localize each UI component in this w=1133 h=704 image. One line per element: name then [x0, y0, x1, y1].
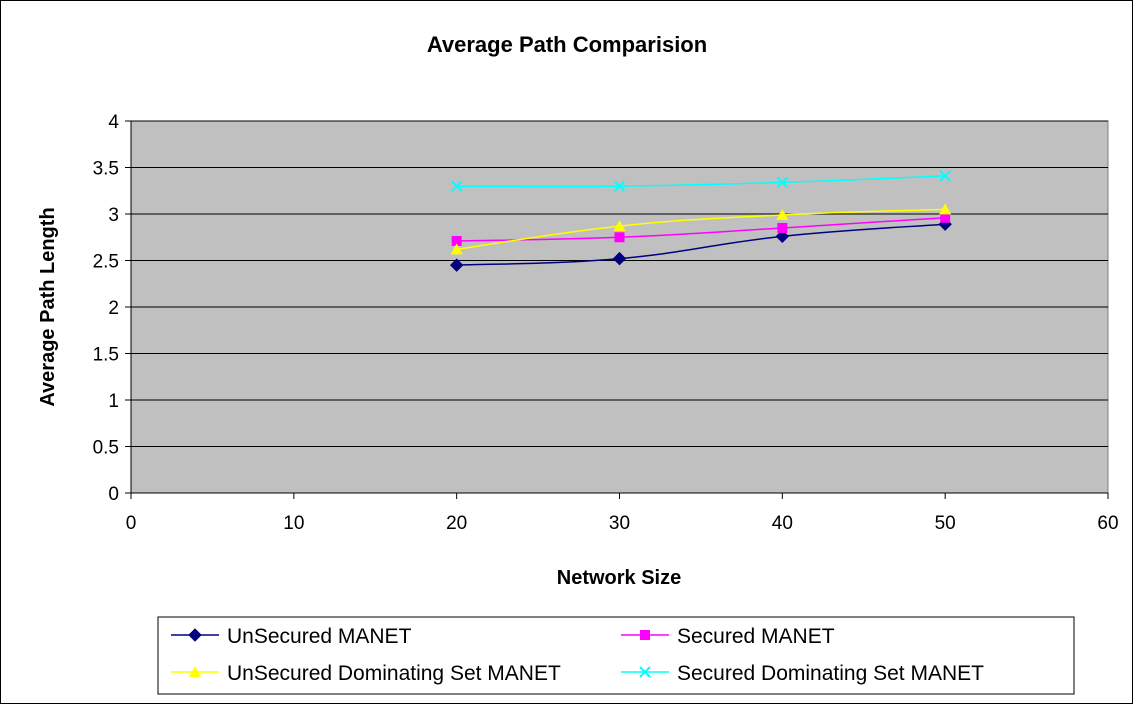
series-line: [456, 216, 946, 242]
data-point: [775, 229, 790, 244]
plot-area: [130, 120, 1109, 494]
y-tick-label: 2.5: [93, 252, 119, 273]
data-point: [776, 176, 789, 189]
legend-box: [157, 616, 1075, 695]
series-3: [450, 170, 951, 192]
data-point: [451, 235, 462, 246]
data-point: [939, 170, 951, 182]
y-tick-label: 3: [108, 205, 119, 226]
y-tick-label: 0.5: [93, 438, 119, 459]
y-tick-label: 2: [108, 298, 119, 319]
data-point: [449, 258, 464, 272]
x-tick-label: 60: [1097, 513, 1118, 534]
data-point: [613, 220, 626, 232]
data-point: [777, 222, 788, 233]
x-tick-label: 0: [126, 513, 137, 534]
x-tick-label: 10: [283, 513, 304, 534]
x-tick-label: 40: [772, 513, 793, 534]
y-tick-label: 4: [108, 112, 119, 133]
series-layer: [449, 170, 952, 272]
data-point: [776, 208, 789, 220]
series-line: [456, 208, 946, 251]
data-point: [614, 232, 625, 243]
legend-label: UnSecured MANET: [227, 625, 412, 648]
legend-label: Secured MANET: [677, 625, 835, 648]
data-point: [940, 212, 951, 223]
y-tick-label: 0: [108, 484, 119, 505]
series-2: [450, 203, 952, 255]
legend-marker: [189, 666, 201, 677]
data-point: [450, 243, 463, 255]
chart-title: Average Path Comparision: [427, 32, 707, 57]
x-tick-label: 20: [446, 513, 467, 534]
legend-item: Secured MANET: [621, 625, 835, 648]
y-tick-label: 1.5: [93, 345, 119, 366]
legend-label: UnSecured Dominating Set MANET: [227, 662, 561, 685]
legend-item: Secured Dominating Set MANET: [621, 662, 984, 685]
series-line: [456, 223, 946, 266]
data-point: [450, 180, 463, 192]
legend-label: Secured Dominating Set MANET: [677, 662, 984, 685]
legend-marker: [188, 628, 202, 642]
data-point: [939, 203, 952, 215]
legend: UnSecured MANET Secured MANET UnSecured Do…: [157, 616, 1075, 695]
x-tick-label: 30: [609, 513, 630, 534]
y-tick-label: 3.5: [93, 159, 119, 180]
data-point: [612, 251, 627, 266]
series-1: [451, 212, 951, 246]
legend-item: UnSecured Dominating Set MANET: [171, 662, 561, 685]
y-axis-ticks: 0 0.5 1 1.5 2 2.5 3 3.5 4: [93, 112, 131, 505]
legend-marker: [640, 630, 650, 640]
x-axis-ticks: 0 10 20 30 40 50 60: [126, 493, 1119, 534]
legend-marker: [639, 666, 651, 678]
x-axis-title: Network Size: [557, 567, 681, 589]
data-point: [613, 180, 626, 192]
series-line: [456, 175, 946, 188]
y-tick-label: 1: [108, 391, 119, 412]
x-tick-label: 50: [935, 513, 956, 534]
legend-item: UnSecured MANET: [171, 625, 412, 648]
y-axis-title: Average Path Length: [37, 207, 59, 406]
